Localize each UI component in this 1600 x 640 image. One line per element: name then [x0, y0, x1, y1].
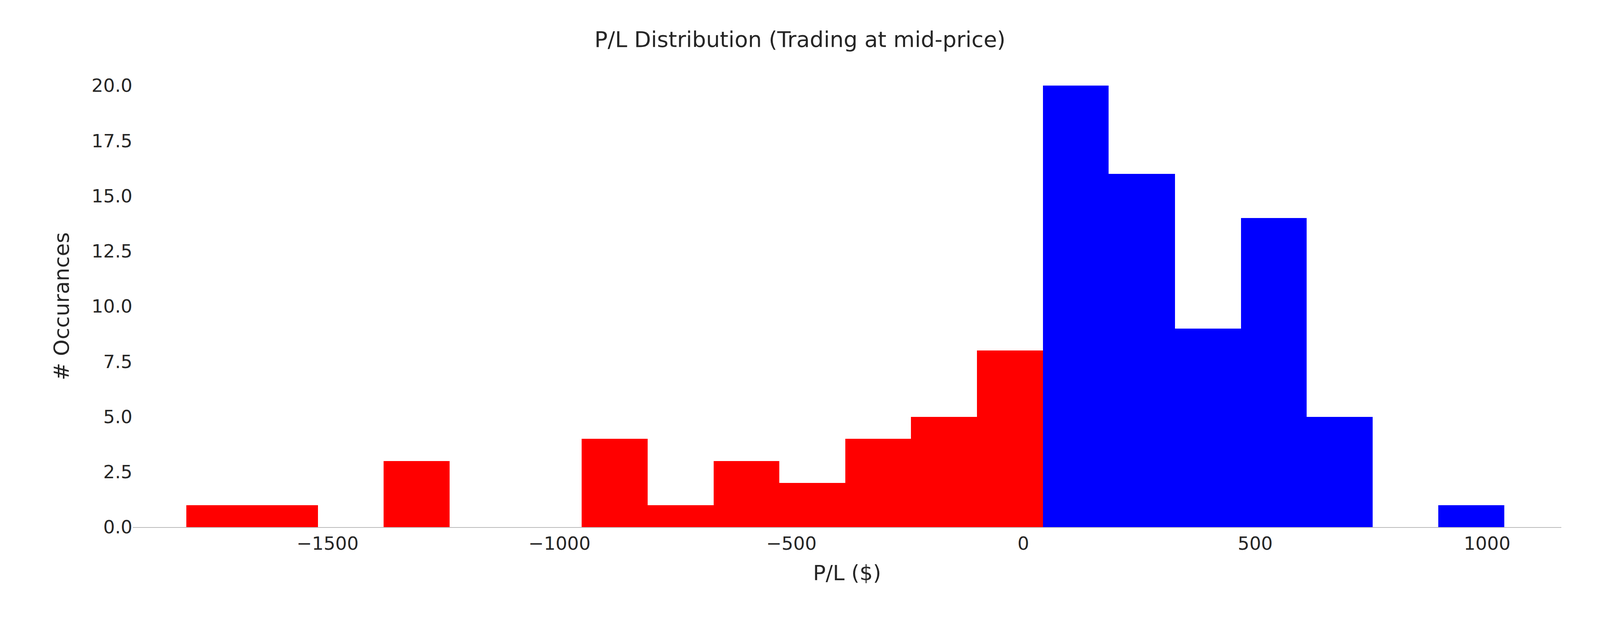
svg-text:−1500: −1500 [296, 532, 359, 554]
svg-text:5.0: 5.0 [103, 405, 133, 428]
svg-text:# Occurances: # Occurances [49, 232, 74, 381]
svg-text:15.0: 15.0 [91, 185, 133, 207]
svg-text:12.5: 12.5 [91, 240, 133, 262]
svg-text:0: 0 [1017, 532, 1030, 554]
svg-text:7.5: 7.5 [103, 350, 133, 373]
svg-text:17.5: 17.5 [91, 130, 133, 152]
svg-text:−1000: −1000 [528, 532, 591, 554]
svg-text:−500: −500 [766, 532, 817, 554]
svg-text:500: 500 [1237, 532, 1274, 554]
svg-text:1000: 1000 [1463, 532, 1511, 554]
svg-text:P/L ($): P/L ($) [812, 560, 882, 586]
svg-text:0.0: 0.0 [103, 516, 133, 538]
svg-text:P/L Distribution (Trading at m: P/L Distribution (Trading at mid-price) [594, 26, 1006, 52]
svg-text:20.0: 20.0 [91, 74, 133, 97]
svg-text:2.5: 2.5 [103, 460, 133, 483]
svg-text:10.0: 10.0 [91, 295, 133, 317]
